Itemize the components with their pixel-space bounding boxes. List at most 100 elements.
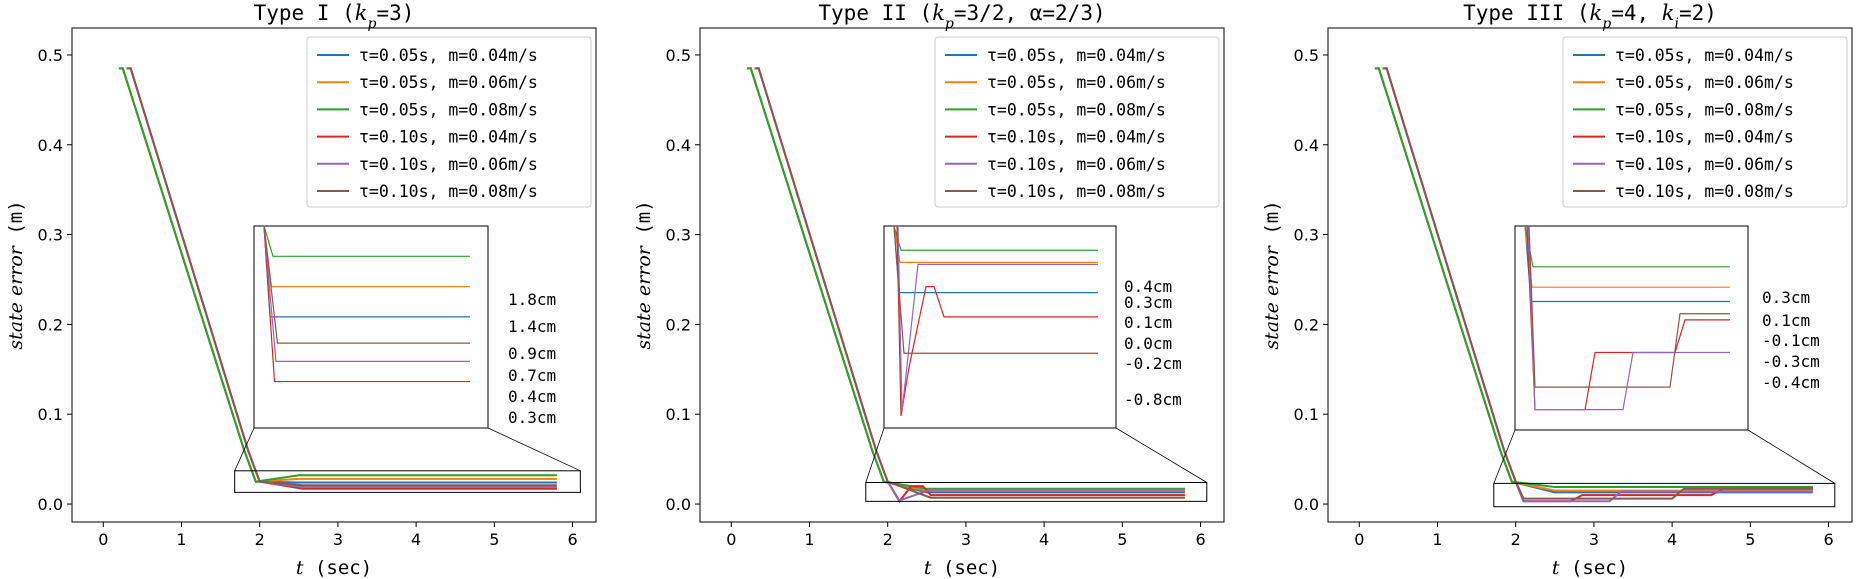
y-tick-label: 0.2 <box>1294 315 1319 334</box>
x-tick-label: 4 <box>1039 530 1049 549</box>
x-tick-label: 0 <box>726 530 736 549</box>
x-tick-label: 5 <box>1745 530 1755 549</box>
series-line <box>1374 67 1813 488</box>
legend-entry: τ=0.05s, m=0.08m/s <box>987 100 1166 119</box>
x-tick-label: 4 <box>411 530 421 549</box>
y-axis-unit: (m) <box>1261 200 1283 246</box>
x-tick-label: 3 <box>961 530 971 549</box>
title-subscript: p <box>1602 16 1611 32</box>
y-tick-label: 0.4 <box>38 136 63 155</box>
inset-annotation: 1.8cm <box>508 290 556 309</box>
axes-frame <box>1327 27 1853 523</box>
inset-annotation: -0.4cm <box>1762 373 1820 392</box>
title-text: =2) <box>1679 1 1717 25</box>
inset-annotation: -0.8cm <box>1124 390 1182 409</box>
x-tick-label: 2 <box>1511 530 1521 549</box>
title-text: Type III ( <box>1463 1 1589 25</box>
y-tick-label: 0.3 <box>1294 226 1319 245</box>
x-tick-label: 2 <box>255 530 265 549</box>
legend-entry: τ=0.05s, m=0.04m/s <box>359 46 538 65</box>
legend-entry: τ=0.05s, m=0.06m/s <box>359 73 538 92</box>
zoom-connector <box>487 427 581 472</box>
y-tick-label: 0.5 <box>666 46 691 65</box>
title-text: =3) <box>376 1 414 25</box>
y-tick-label: 0.1 <box>38 405 63 424</box>
y-axis-unit: (m) <box>5 200 27 246</box>
y-axis-var: state error <box>1261 244 1283 349</box>
x-tick-label: 6 <box>1823 530 1833 549</box>
title-subscript: i <box>1675 16 1679 32</box>
x-axis-var: t <box>924 557 932 579</box>
inset-axes <box>883 225 1117 429</box>
inset-annotation: -0.2cm <box>1124 354 1182 373</box>
title-subscript: p <box>945 16 954 32</box>
title-subscript: p <box>367 16 376 32</box>
inset-series-line <box>897 225 1098 412</box>
y-tick-label: 0.0 <box>1294 495 1319 514</box>
zoom-connector <box>1747 429 1836 484</box>
inset-annotation: 0.1cm <box>1124 313 1172 332</box>
x-tick-label: 5 <box>1117 530 1127 549</box>
y-axis-label: state error (m) <box>1261 200 1283 349</box>
inset-series-line <box>896 225 1098 416</box>
inset-annotation: 0.4cm <box>1124 277 1172 296</box>
inset-annotation: 0.3cm <box>508 408 556 427</box>
inset-annotation: 1.4cm <box>508 317 556 336</box>
zoom-connector <box>1115 427 1207 483</box>
axes-frame <box>699 27 1225 523</box>
x-axis-unit: (sec) <box>304 557 373 579</box>
y-tick-label: 0.3 <box>38 226 63 245</box>
x-tick-label: 1 <box>804 530 814 549</box>
legend-entry: τ=0.05s, m=0.06m/s <box>987 73 1166 92</box>
inset-axes <box>253 225 489 429</box>
inset-annotation: -0.3cm <box>1762 352 1820 371</box>
chart-panel-3: Type III (kp=4, ki=2)0 1 2 3 4 5 60.00.10.20.3… <box>1261 1 1853 579</box>
x-axis-label: t (sec) <box>296 557 372 579</box>
x-axis-label: t (sec) <box>1552 557 1628 579</box>
legend-entry: τ=0.10s, m=0.08m/s <box>1615 182 1794 201</box>
x-axis-unit: (sec) <box>932 557 1001 579</box>
legend-box <box>934 36 1220 208</box>
inset-series-line <box>1527 225 1730 411</box>
inset-series-line <box>263 225 470 383</box>
series-line <box>1382 67 1813 500</box>
inset-series-line <box>1528 225 1730 388</box>
inset-annotation: 0.9cm <box>508 344 556 363</box>
legend-entry: τ=0.10s, m=0.04m/s <box>359 128 538 147</box>
legend-entry: τ=0.10s, m=0.04m/s <box>987 128 1166 147</box>
x-tick-label: 1 <box>176 530 186 549</box>
title-symbol: k <box>1590 1 1603 25</box>
title-symbol: k <box>932 1 945 25</box>
legend-entry: τ=0.05s, m=0.06m/s <box>1615 73 1794 92</box>
legend-entry: τ=0.10s, m=0.04m/s <box>1615 128 1794 147</box>
inset-annotation: 0.1cm <box>1762 311 1810 330</box>
y-tick-label: 0.3 <box>666 226 691 245</box>
chart-title: Type III (kp=4, ki=2) <box>1463 1 1717 32</box>
x-tick-label: 6 <box>1195 530 1205 549</box>
legend-box <box>306 36 592 208</box>
x-tick-label: 3 <box>1589 530 1599 549</box>
series-line <box>126 67 557 487</box>
y-tick-label: 0.4 <box>1294 136 1319 155</box>
legend-entry: τ=0.10s, m=0.08m/s <box>987 182 1166 201</box>
title-text: Type I ( <box>254 1 355 25</box>
inset-axes <box>1514 225 1749 431</box>
x-tick-label: 0 <box>1354 530 1364 549</box>
zoom-region <box>865 481 1208 502</box>
inset-annotation: 0.4cm <box>508 387 556 406</box>
chart-title: Type I (kp=3) <box>254 1 415 32</box>
legend-entry: τ=0.10s, m=0.06m/s <box>987 155 1166 174</box>
legend-box <box>1562 36 1848 208</box>
series-line <box>118 67 557 483</box>
inset-annotation: 0.0cm <box>1124 334 1172 353</box>
x-tick-label: 5 <box>489 530 499 549</box>
y-tick-label: 0.5 <box>1294 46 1319 65</box>
legend-entry: τ=0.10s, m=0.06m/s <box>1615 155 1794 174</box>
x-tick-label: 1 <box>1432 530 1442 549</box>
inset-series-line <box>263 225 470 344</box>
inset-annotation: -0.1cm <box>1762 331 1820 350</box>
y-axis-unit: (m) <box>633 200 655 246</box>
title-symbol: k <box>1662 1 1675 25</box>
y-tick-label: 0.2 <box>38 315 63 334</box>
